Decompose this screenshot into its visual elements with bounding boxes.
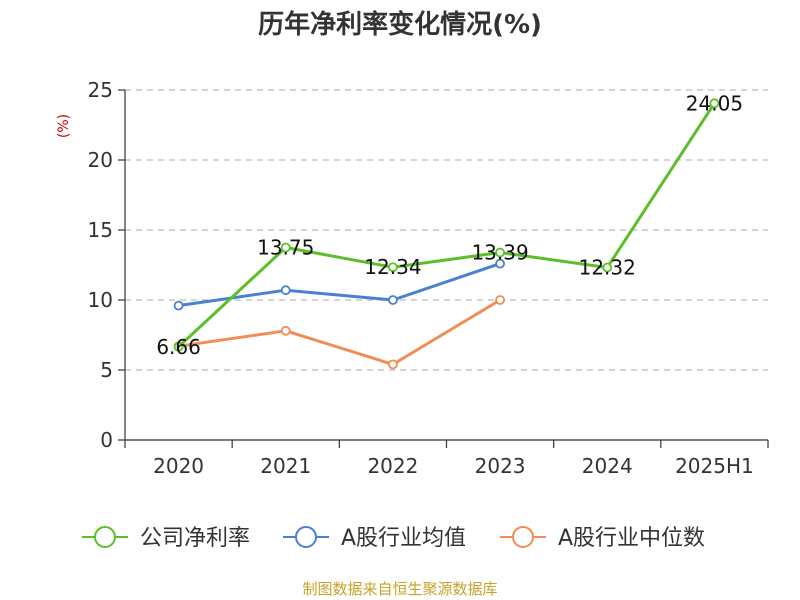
legend-label: A股行业中位数 [558, 526, 705, 551]
legend-item: A股行业中位数 [500, 526, 705, 551]
legend-label: A股行业均值 [341, 526, 466, 551]
x-tick-label: 2023 [475, 454, 526, 478]
axes: 0 5 10 15 20 25 2020 2021 2022 2023 2024 2025H1 [88, 78, 769, 478]
legend-item: A股行业均值 [283, 526, 466, 551]
grid-lines [125, 89, 768, 371]
legend-label: 公司净利率 [140, 526, 250, 551]
x-tick-label: 2020 [153, 454, 204, 478]
legend-item: 公司净利率 [82, 526, 250, 551]
data-label: 24.05 [686, 91, 743, 115]
x-tick-label: 2022 [367, 454, 418, 478]
chart-title: 历年净利率变化情况(%) [258, 9, 542, 40]
x-tick-label: 2025H1 [675, 454, 754, 478]
data-point [495, 247, 505, 258]
data-label: 6.66 [156, 335, 201, 359]
data-point [280, 285, 291, 296]
data-point [280, 325, 291, 336]
legend-marker [512, 526, 534, 548]
data-label: 13.75 [257, 236, 314, 260]
y-tick-label: 15 [88, 218, 113, 242]
data-point [709, 98, 720, 109]
data-label: 12.32 [579, 256, 636, 280]
data-labels: 6.66 13.75 12.34 13.39 12.32 24.05 [156, 91, 743, 358]
data-point [495, 258, 505, 269]
x-tick-label: 2024 [582, 454, 633, 478]
series-line [178, 298, 501, 366]
series-line [178, 262, 501, 308]
y-tick-label: 20 [88, 148, 113, 172]
series-line [177, 102, 716, 348]
y-axis-unit-label: (%) [56, 114, 72, 138]
legend-marker [295, 526, 317, 548]
data-point [388, 262, 398, 273]
legend-marker [94, 526, 116, 548]
data-point [173, 341, 184, 352]
y-tick-label: 5 [100, 358, 113, 382]
source-note: 制图数据来自恒生聚源数据库 [302, 580, 497, 598]
data-point [280, 242, 291, 253]
data-point [602, 262, 613, 273]
x-tick-label: 2021 [260, 454, 311, 478]
y-tick-label: 10 [88, 288, 113, 312]
data-point [173, 300, 184, 311]
legend: 公司净利率 A股行业均值 A股行业中位数 [82, 526, 705, 551]
data-point [495, 295, 505, 305]
data-point [388, 295, 398, 305]
data-label: 13.39 [471, 241, 528, 265]
data-point [388, 359, 398, 370]
y-tick-label: 25 [88, 78, 113, 102]
y-tick-label: 0 [100, 428, 113, 452]
data-label: 12.34 [364, 255, 421, 279]
series-layer [173, 98, 720, 370]
